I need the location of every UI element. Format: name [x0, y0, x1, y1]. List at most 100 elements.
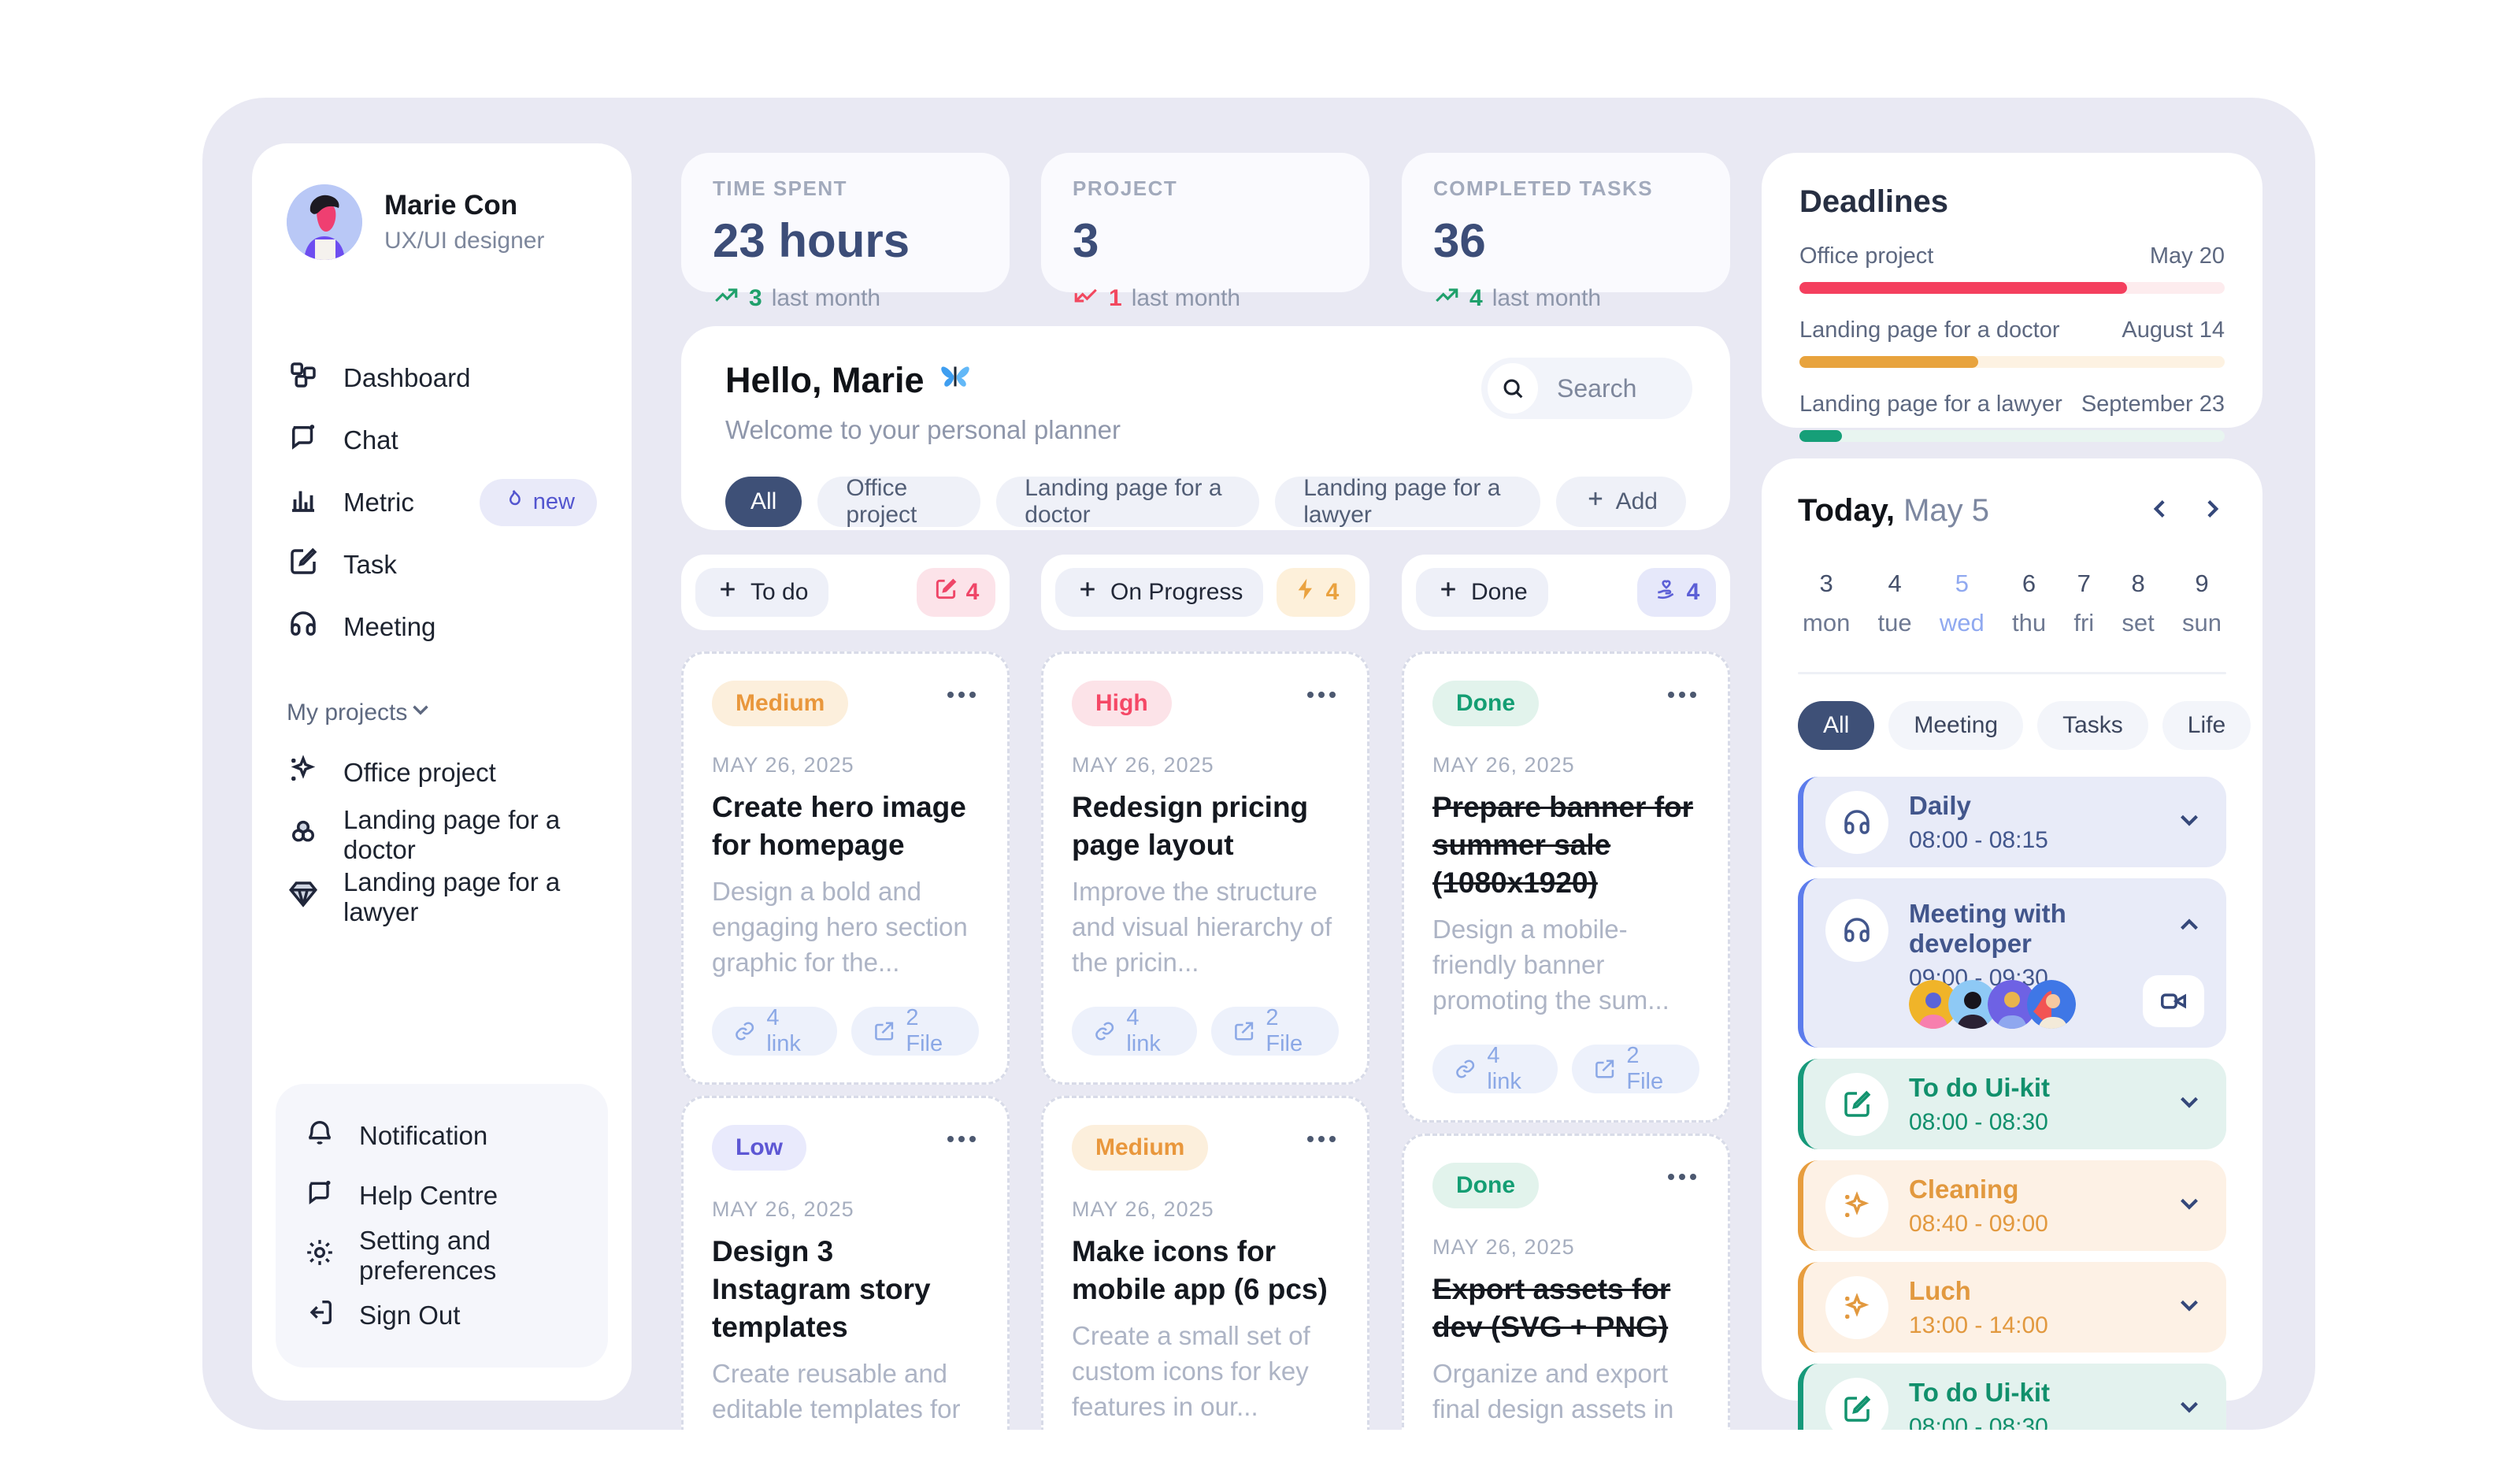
card-menu-icon[interactable] — [1665, 688, 1699, 705]
links-pill[interactable]: 4 link — [712, 1005, 838, 1056]
column-title: To do — [750, 579, 809, 605]
sidebar-item-meeting[interactable]: Meeting — [287, 596, 597, 658]
event-cleaning[interactable]: Cleaning 08:40 - 09:00 — [1798, 1160, 2226, 1251]
day-fri[interactable]: 7 fri — [2073, 570, 2095, 636]
sidebar-project-office[interactable]: Office project — [287, 741, 597, 803]
stat-trend: 1 last month — [1073, 282, 1338, 315]
event-filter-meeting[interactable]: Meeting — [1888, 701, 2024, 750]
column-progress-header: On Progress 4 — [1041, 555, 1369, 630]
event-daily[interactable]: Daily 08:00 - 08:15 — [1798, 777, 2226, 867]
event-filter-tasks[interactable]: Tasks — [2037, 701, 2148, 750]
sidebar-item-chat[interactable]: Chat — [287, 409, 597, 471]
chevron-down-icon[interactable] — [2174, 1087, 2204, 1121]
sidebar-item-notification[interactable]: Notification — [304, 1106, 580, 1166]
chevron-down-icon[interactable] — [2174, 1290, 2204, 1324]
sidebar-item-sign-out[interactable]: Sign Out — [304, 1286, 580, 1345]
task-card[interactable]: Medium MAY 26, 2025 Create hero image fo… — [681, 651, 1010, 1085]
deadline-name: Office project — [1799, 243, 1934, 269]
profile[interactable]: Marie Con UX/UI designer — [287, 184, 597, 260]
card-title: Prepare banner for summer sale (1080x192… — [1432, 791, 1694, 899]
chevron-left-icon[interactable] — [2146, 494, 2176, 528]
card-title: Export assets for dev (SVG + PNG) — [1432, 1273, 1671, 1343]
files-pill[interactable]: 2 File — [1572, 1043, 1699, 1094]
sidebar: Marie Con UX/UI designer Dashboard Chat … — [252, 143, 632, 1401]
card-menu-icon[interactable] — [1665, 1171, 1699, 1187]
files-pill[interactable]: 2 File — [1211, 1005, 1339, 1056]
today-word: Today, — [1798, 493, 1895, 528]
card-date: MAY 26, 2025 — [712, 1197, 854, 1221]
gear-icon — [304, 1237, 335, 1275]
sidebar-item-dashboard[interactable]: Dashboard — [287, 347, 597, 409]
day-tue[interactable]: 4 tue — [1877, 570, 1912, 636]
deadline-date: August 14 — [2122, 317, 2225, 343]
day-mon[interactable]: 3 mon — [1803, 570, 1851, 636]
event-todo-uikit-2[interactable]: To do Ui-kit 08:00 - 08:30 — [1798, 1364, 2226, 1430]
task-edit-icon — [1825, 1377, 1888, 1430]
help-chat-icon — [304, 1177, 335, 1215]
links-pill[interactable]: 4 link — [1432, 1043, 1558, 1094]
card-menu-icon[interactable] — [1304, 1133, 1339, 1149]
links-pill[interactable]: 4 link — [1072, 1005, 1198, 1056]
sparkles-icon — [287, 753, 320, 792]
event-todo-uikit[interactable]: To do Ui-kit 08:00 - 08:30 — [1798, 1059, 2226, 1149]
add-filter-button[interactable]: Add — [1555, 477, 1686, 527]
stat-time-spent: TIME SPENT 23 hours 3 last month — [681, 153, 1010, 311]
bell-icon — [304, 1117, 335, 1155]
task-card[interactable]: Low MAY 26, 2025 Design 3 Instagram stor… — [681, 1096, 1010, 1430]
sidebar-item-help-centre[interactable]: Help Centre — [304, 1166, 580, 1226]
sidebar-project-lawyer[interactable]: Landing page for a lawyer — [287, 866, 597, 928]
event-filter-all[interactable]: All — [1798, 701, 1875, 750]
add-progress-button[interactable]: On Progress — [1055, 568, 1264, 617]
add-todo-button[interactable]: To do — [695, 568, 829, 617]
files-pill[interactable]: 2 File — [851, 1005, 979, 1056]
task-card[interactable]: Done MAY 26, 2025 Prepare banner for sum… — [1402, 651, 1730, 1123]
search-button[interactable]: Search — [1481, 358, 1692, 419]
links-label: 4 link — [1487, 1043, 1521, 1094]
sidebar-item-label: Metric — [343, 487, 414, 517]
chevron-up-icon[interactable] — [2174, 910, 2204, 944]
card-date: MAY 26, 2025 — [1432, 1235, 1575, 1259]
task-card[interactable]: Medium MAY 26, 2025 Make icons for mobil… — [1041, 1096, 1369, 1430]
trend-note: last month — [1131, 285, 1241, 311]
filter-office-project[interactable]: Office project — [817, 475, 981, 528]
chevron-down-icon[interactable] — [2174, 1392, 2204, 1426]
chevron-down-icon[interactable] — [2174, 1189, 2204, 1223]
task-card[interactable]: High MAY 26, 2025 Redesign pricing page … — [1041, 651, 1369, 1085]
sidebar-item-label: Task — [343, 549, 397, 579]
video-call-button[interactable] — [2143, 975, 2204, 1027]
sidebar-item-settings[interactable]: Setting and preferences — [304, 1226, 580, 1286]
card-menu-icon[interactable] — [1304, 688, 1339, 705]
task-card[interactable]: Done MAY 26, 2025 Export assets for dev … — [1402, 1134, 1730, 1430]
filter-all[interactable]: All — [725, 477, 802, 527]
day-set[interactable]: 8 set — [2122, 570, 2155, 636]
plus-icon — [1436, 577, 1460, 607]
stat-value: 23 hours — [713, 214, 910, 267]
event-luch[interactable]: Luch 13:00 - 14:00 — [1798, 1262, 2226, 1353]
card-menu-icon[interactable] — [944, 688, 979, 705]
sidebar-item-metric[interactable]: Metric new — [287, 471, 597, 533]
card-menu-icon[interactable] — [944, 1133, 979, 1149]
filter-doctor[interactable]: Landing page for a doctor — [996, 475, 1260, 528]
add-done-button[interactable]: Done — [1416, 568, 1548, 617]
card-description: Organize and export final design assets … — [1432, 1359, 1674, 1423]
day-wed-selected[interactable]: 5 wed — [1939, 570, 1984, 636]
headphones-icon — [287, 607, 320, 647]
filter-lawyer[interactable]: Landing page for a lawyer — [1275, 475, 1540, 528]
my-projects-header[interactable]: My projects — [287, 685, 597, 741]
chevron-down-icon[interactable] — [2174, 805, 2204, 839]
day-thu[interactable]: 6 thu — [2012, 570, 2047, 636]
chat-icon — [287, 421, 320, 460]
chevron-right-icon[interactable] — [2196, 494, 2226, 528]
sidebar-item-label: Meeting — [343, 611, 436, 641]
day-sun[interactable]: 9 sun — [2182, 570, 2222, 636]
sidebar-project-doctor[interactable]: Landing page for a doctor — [287, 803, 597, 866]
deadline-name: Landing page for a lawyer — [1799, 392, 2062, 417]
event-filter-life[interactable]: Life — [2162, 701, 2251, 750]
sidebar-item-task[interactable]: Task — [287, 533, 597, 596]
stat-value: 36 — [1433, 214, 1486, 267]
column-todo: To do 4 Medium MAY 26, 2025 Create hero … — [681, 555, 1010, 1430]
trend-note: last month — [1492, 285, 1602, 311]
new-badge: new — [479, 478, 597, 526]
bar-chart-icon — [287, 483, 320, 522]
event-meeting-developer[interactable]: Meeting with developer 09:00 - 09:30 — [1798, 878, 2226, 1048]
